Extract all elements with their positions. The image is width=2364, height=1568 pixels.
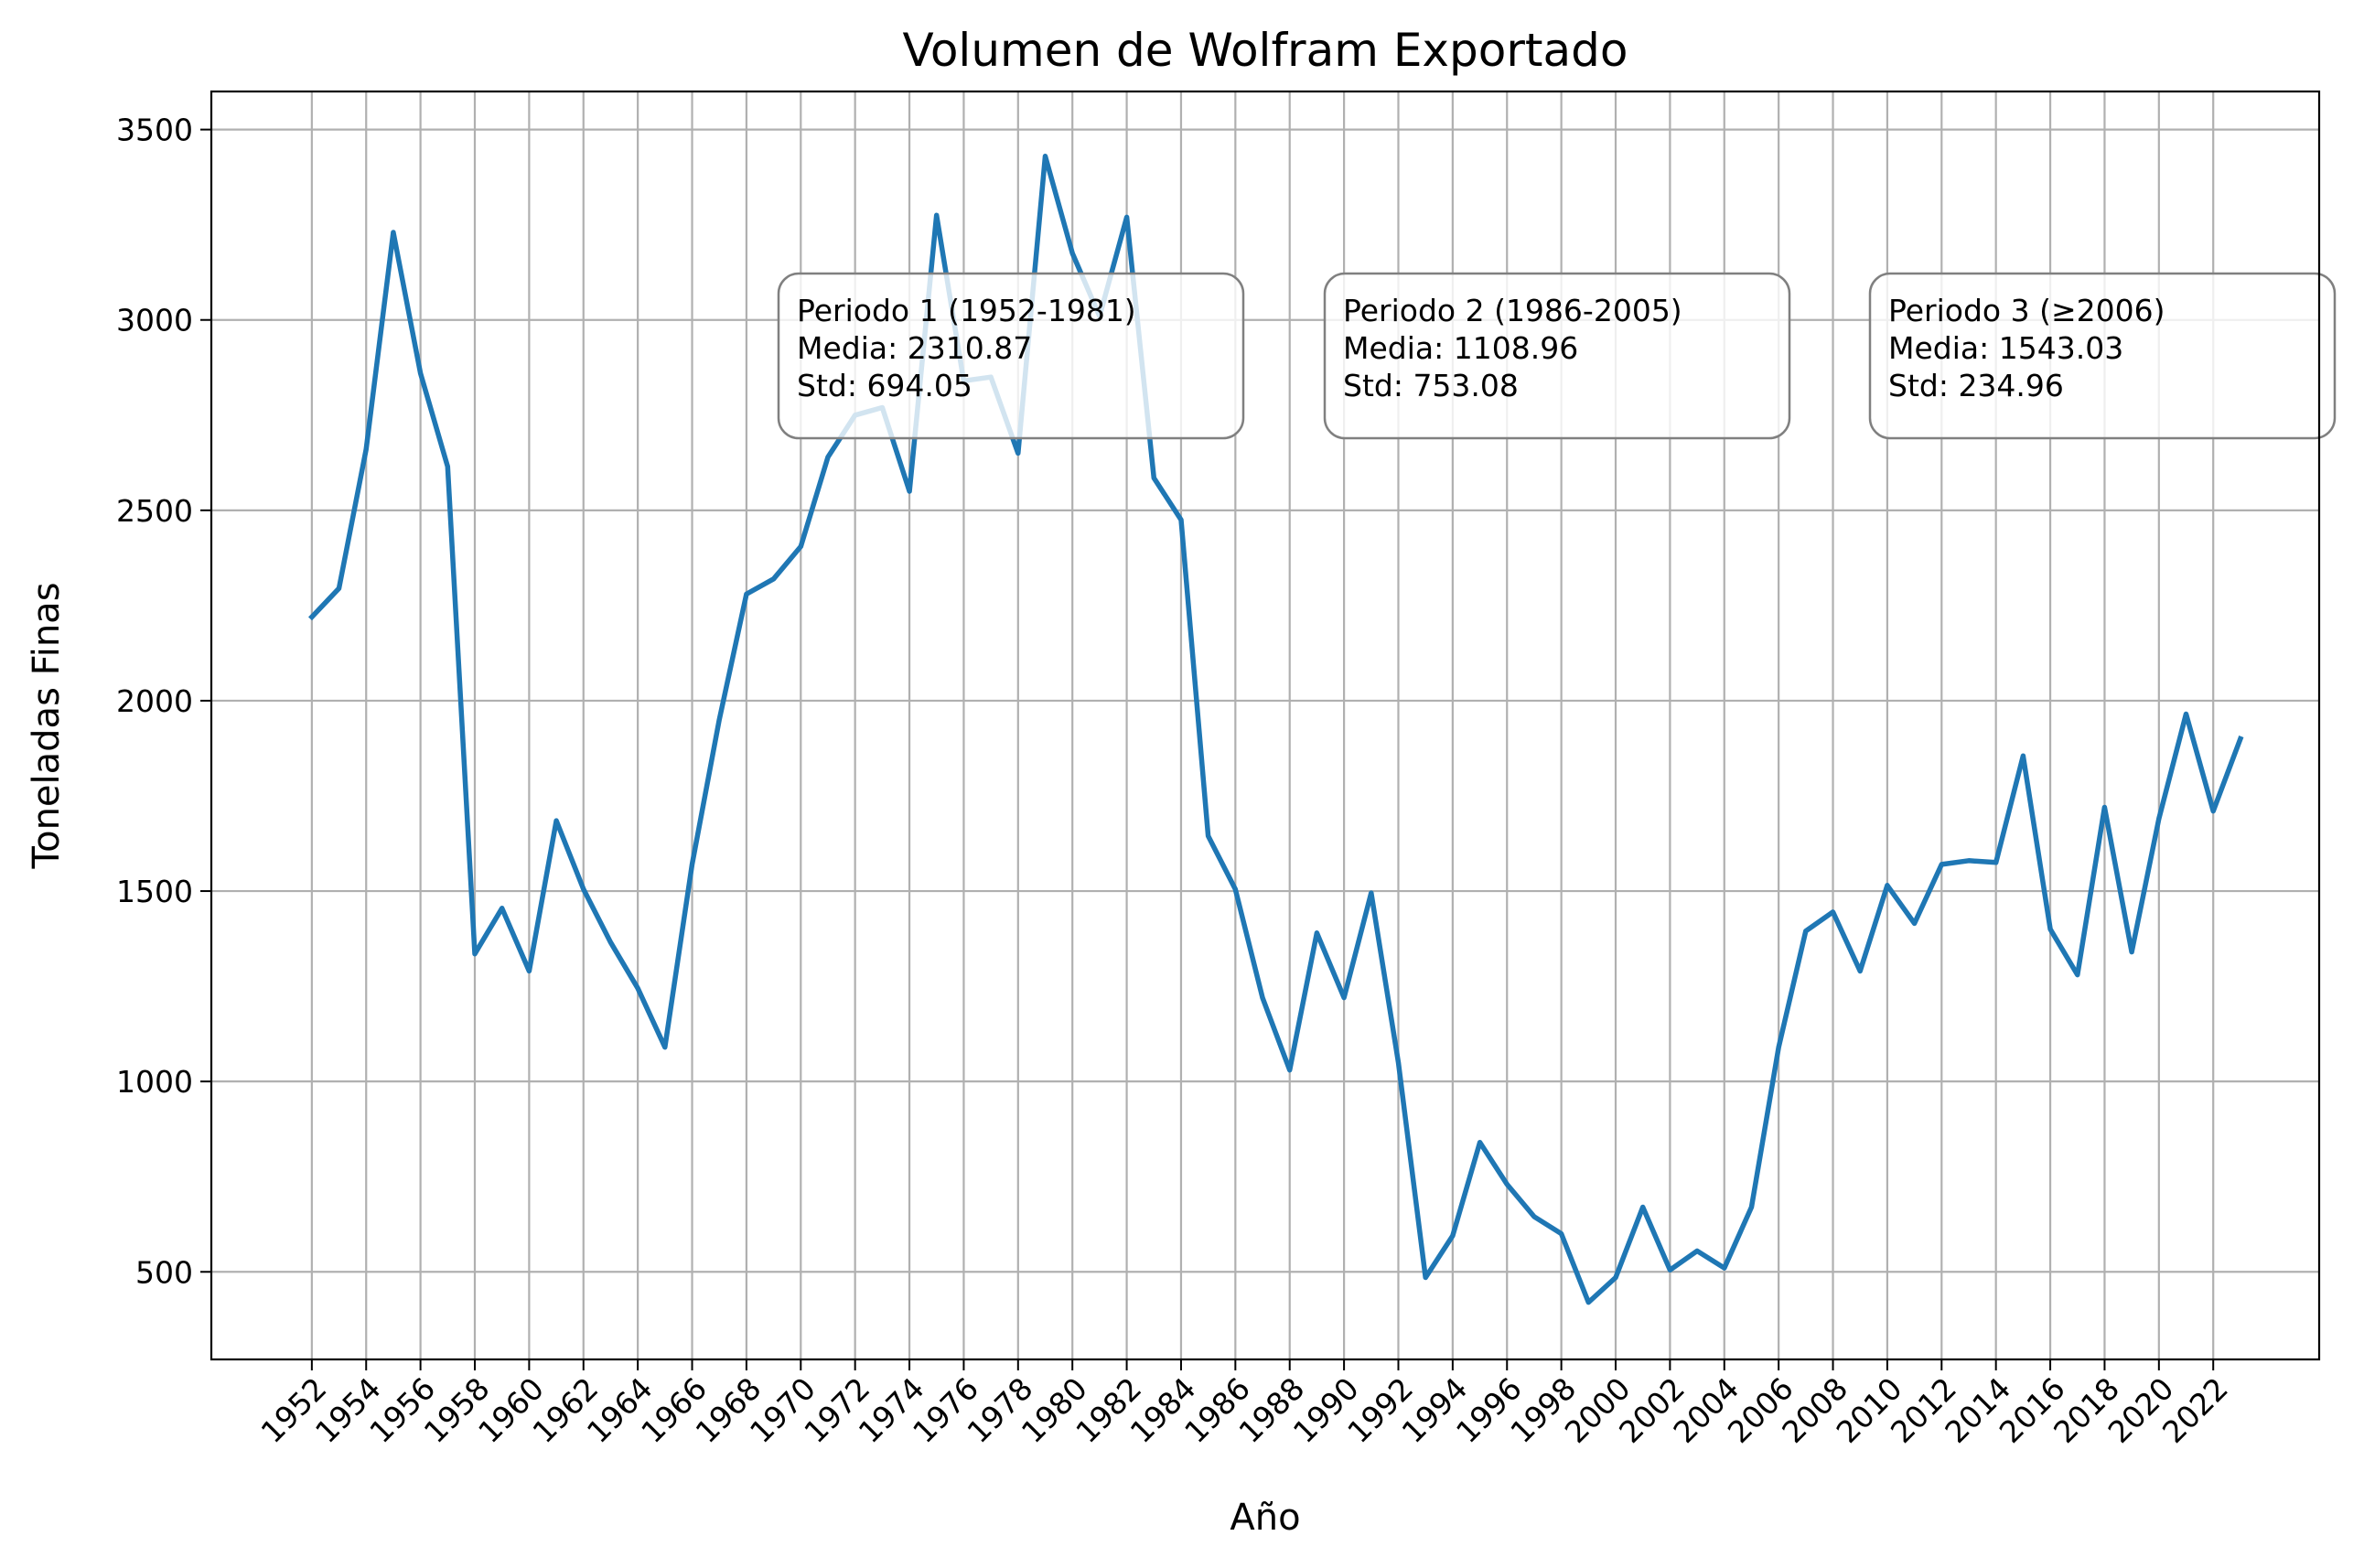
- series-line: [308, 154, 2244, 1305]
- y-tick-label: 3500: [116, 113, 193, 148]
- stats-box-line: Periodo 3 (≥2006): [1888, 293, 2165, 328]
- stats-box-line: Std: 694.05: [797, 368, 972, 403]
- stats-box-frame: [1868, 272, 2337, 440]
- stats-box: Periodo 2 (1986-2005)Media: 1108.96Std: …: [1323, 272, 1791, 440]
- chart-title: Volumen de Wolfram Exportado: [903, 24, 1628, 77]
- y-tick-label: 2000: [116, 683, 193, 719]
- stats-box-line: Periodo 1 (1952-1981): [797, 293, 1136, 328]
- stats-box: Periodo 1 (1952-1981)Media: 2310.87Std: …: [777, 272, 1245, 440]
- stats-box-line: Media: 1543.03: [1888, 330, 2123, 366]
- y-tick-label: 500: [135, 1254, 193, 1290]
- annotation-layer: Periodo 1 (1952-1981)Media: 2310.87Std: …: [777, 272, 2337, 440]
- y-tick-label: 3000: [116, 303, 193, 338]
- stats-box-frame: [1323, 272, 1791, 440]
- y-axis: 500 1000 1500 2000 2500 3000 3500: [116, 113, 211, 1290]
- stats-box-line: Periodo 2 (1986-2005): [1343, 293, 1682, 328]
- y-axis-label: Toneladas Finas: [26, 582, 68, 869]
- stats-box-line: Std: 234.96: [1888, 368, 2064, 403]
- stats-box-line: Media: 2310.87: [797, 330, 1032, 366]
- y-tick-label: 1500: [116, 874, 193, 909]
- plot-frame: [210, 90, 2321, 1361]
- series-layer: [308, 154, 2244, 1305]
- y-tick-label: 2500: [116, 493, 193, 529]
- stats-box-line: Std: 753.08: [1343, 368, 1519, 403]
- stats-box-line: Media: 1108.96: [1343, 330, 1578, 366]
- x-axis-label: Año: [1230, 1497, 1300, 1539]
- stats-box-frame: [777, 272, 1245, 440]
- y-tick-label: 1000: [116, 1064, 193, 1100]
